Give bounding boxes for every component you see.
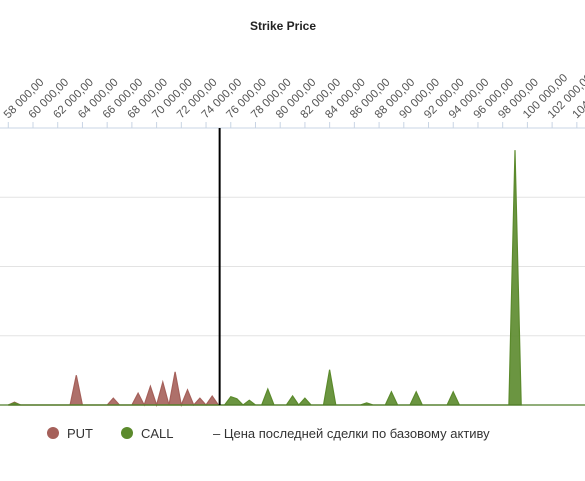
legend-label: – Цена последней сделки по базовому акти…: [213, 426, 490, 441]
area: [8, 150, 522, 406]
chart-title: Strike Price: [250, 19, 316, 33]
area: [8, 371, 220, 408]
legend-label[interactable]: CALL: [141, 426, 174, 441]
legend-label[interactable]: PUT: [67, 426, 93, 441]
legend-marker: [121, 427, 133, 439]
legend-marker: [47, 427, 59, 439]
